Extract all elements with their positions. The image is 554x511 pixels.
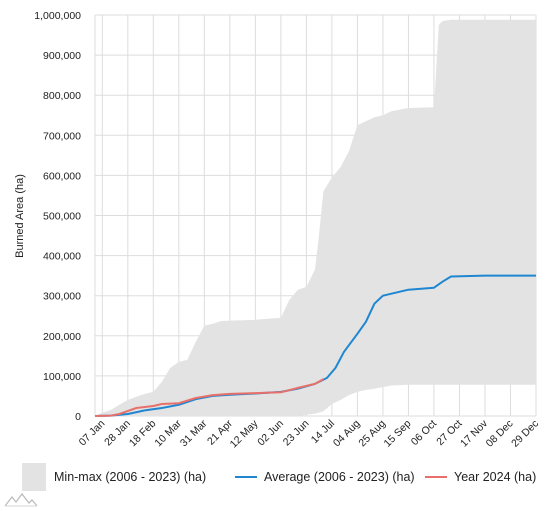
x-tick-label: 25 Aug	[356, 418, 388, 450]
legend-swatch-min-max	[22, 463, 46, 491]
legend-item-year-2024[interactable]: Year 2024 (ha)	[425, 462, 536, 492]
x-tick-label: 18 Feb	[127, 418, 159, 450]
y-tick-label: 700,000	[43, 130, 81, 142]
x-tick-label: 04 Aug	[331, 418, 363, 450]
x-tick-label: 29 Dec	[509, 418, 541, 450]
x-tick-label: 02 Jun	[255, 418, 286, 449]
y-axis-tick-labels: 0 100,000 200,000 300,000 400,000 500,000 600,…	[34, 10, 81, 423]
legend-item-average[interactable]: Average (2006 - 2023) (ha)	[235, 462, 415, 492]
y-tick-label: 200,000	[43, 331, 81, 343]
legend-swatch-year-2024	[425, 476, 447, 478]
x-tick-label: 28 Jan	[102, 418, 133, 449]
average-series-line	[94, 274, 536, 417]
y-tick-label: 300,000	[43, 291, 81, 303]
legend-label-year-2024: Year 2024 (ha)	[454, 470, 537, 484]
x-tick-label: 08 Dec	[484, 418, 516, 450]
x-tick-label: 31 Mar	[178, 417, 210, 449]
min-max-band	[95, 19, 536, 417]
y-tick-label: 800,000	[43, 90, 81, 102]
min-max-band-layer	[95, 19, 536, 417]
mountain-logo-icon	[4, 492, 38, 507]
y-axis-title: Burned Area (ha)	[14, 174, 26, 258]
y-tick-label: 400,000	[43, 251, 81, 263]
legend-label-min-max: Min-max (2006 - 2023) (ha)	[54, 470, 207, 484]
x-tick-label: 07 Jan	[77, 418, 108, 449]
y-tick-label: 100,000	[43, 371, 81, 383]
year-2024-series-line	[94, 378, 324, 417]
y-tick-label: 600,000	[43, 170, 81, 182]
legend-swatch-average	[235, 476, 257, 478]
x-tick-label: 10 Mar	[152, 417, 184, 449]
x-tick-label: 12 May	[228, 417, 261, 450]
y-tick-label: 900,000	[43, 50, 81, 62]
y-tick-label: 1,000,000	[34, 10, 81, 22]
series-lines-layer	[94, 274, 536, 417]
y-tick-label: 0	[75, 411, 81, 423]
legend-item-min-max[interactable]: Min-max (2006 - 2023) (ha)	[22, 462, 206, 492]
y-tick-label: 500,000	[43, 211, 81, 223]
x-tick-label: 17 Nov	[458, 417, 491, 450]
x-tick-label: 15 Sep	[382, 418, 414, 450]
chart-legend: Min-max (2006 - 2023) (ha) Average (2006…	[22, 462, 542, 494]
x-tick-label: 23 Jun	[281, 418, 312, 449]
x-tick-label: 06 Oct	[409, 418, 439, 448]
legend-label-average: Average (2006 - 2023) (ha)	[264, 470, 415, 484]
